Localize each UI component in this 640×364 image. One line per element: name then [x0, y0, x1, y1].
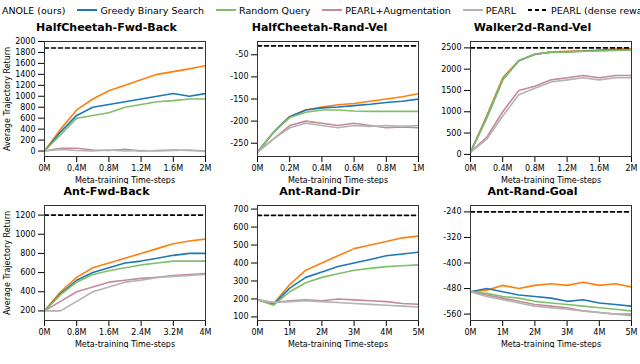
svg-text:1500: 1500: [441, 86, 461, 95]
svg-text:300: 300: [233, 277, 248, 286]
svg-text:-200: -200: [230, 117, 248, 126]
svg-text:0.8M: 0.8M: [99, 164, 119, 173]
svg-text:200: 200: [233, 294, 248, 303]
svg-text:-240: -240: [443, 207, 461, 216]
svg-text:-320: -320: [443, 233, 461, 242]
svg-text:800: 800: [20, 103, 35, 112]
svg-text:400: 400: [20, 287, 35, 296]
svg-text:-480: -480: [443, 284, 461, 293]
svg-text:0.6M: 0.6M: [344, 164, 364, 173]
html-text:HalfCheetah-Fwd-Back: HalfCheetah-Fwd-Back: [36, 21, 177, 34]
svg-text:Meta-training Time-steps: Meta-training Time-steps: [288, 176, 388, 185]
html-text:Ant-Rand-Goal: Ant-Rand-Goal: [487, 185, 578, 198]
svg-text:0: 0: [30, 147, 35, 156]
svg-text:2000: 2000: [15, 37, 35, 46]
svg-text:1200: 1200: [15, 211, 35, 220]
svg-text:-100: -100: [230, 72, 248, 81]
svg-text:0: 0: [456, 150, 461, 159]
svg-text:500: 500: [446, 129, 461, 138]
html-text:ANOLE (ours): ANOLE (ours): [2, 4, 66, 16]
svg-text:4M: 4M: [380, 328, 392, 337]
svg-text:1M: 1M: [284, 328, 296, 337]
svg-text:-150: -150: [230, 95, 248, 104]
svg-text:2M: 2M: [316, 328, 328, 337]
svg-text:Average Trajectory Return: Average Trajectory Return: [3, 211, 12, 315]
svg-text:600: 600: [20, 268, 35, 277]
svg-text:0.4M: 0.4M: [67, 164, 87, 173]
svg-text:400: 400: [233, 259, 248, 268]
svg-text:Meta-training Time-steps: Meta-training Time-steps: [288, 340, 388, 349]
html-text:PEARL+Augmentation: PEARL+Augmentation: [345, 4, 451, 16]
svg-text:Meta-training Time-steps: Meta-training Time-steps: [501, 340, 601, 349]
svg-text:0.4M: 0.4M: [493, 164, 513, 173]
svg-text:1000: 1000: [441, 107, 461, 116]
svg-text:1.6M: 1.6M: [163, 164, 183, 173]
svg-text:1M: 1M: [497, 328, 509, 337]
svg-text:0.8M: 0.8M: [67, 328, 87, 337]
svg-text:2.4M: 2.4M: [131, 328, 151, 337]
svg-text:Meta-training Time-steps: Meta-training Time-steps: [75, 340, 175, 349]
svg-text:1.2M: 1.2M: [557, 164, 577, 173]
svg-text:1M: 1M: [413, 164, 425, 173]
svg-text:1000: 1000: [15, 92, 35, 101]
svg-text:Meta-training Time-steps: Meta-training Time-steps: [75, 176, 175, 185]
svg-text:1000: 1000: [15, 230, 35, 239]
svg-text:5M: 5M: [626, 328, 638, 337]
svg-text:-560: -560: [443, 310, 461, 319]
svg-text:600: 600: [233, 223, 248, 232]
svg-text:0.4M: 0.4M: [312, 164, 332, 173]
svg-text:-400: -400: [443, 259, 461, 268]
svg-text:3M: 3M: [561, 328, 573, 337]
svg-text:0M: 0M: [252, 328, 264, 337]
svg-text:1400: 1400: [15, 70, 35, 79]
svg-text:4M: 4M: [593, 328, 605, 337]
svg-text:0.8M: 0.8M: [376, 164, 396, 173]
svg-text:2500: 2500: [441, 43, 461, 52]
svg-text:100: 100: [233, 312, 248, 321]
svg-text:-250: -250: [230, 139, 248, 148]
svg-text:1200: 1200: [15, 81, 35, 90]
svg-text:0M: 0M: [252, 164, 264, 173]
svg-text:0M: 0M: [465, 328, 477, 337]
html-text:HalfCheetah-Rand-Vel: HalfCheetah-Rand-Vel: [251, 21, 388, 34]
svg-text:1600: 1600: [15, 59, 35, 68]
svg-text:200: 200: [20, 136, 35, 145]
svg-text:1.6M: 1.6M: [99, 328, 119, 337]
svg-text:200: 200: [20, 306, 35, 315]
svg-text:2M: 2M: [529, 328, 541, 337]
svg-text:2M: 2M: [200, 164, 212, 173]
svg-text:400: 400: [20, 125, 35, 134]
svg-text:3.2M: 3.2M: [163, 328, 183, 337]
html-text:Ant-Fwd-Back: Ant-Fwd-Back: [63, 185, 150, 198]
svg-text:1.6M: 1.6M: [589, 164, 609, 173]
html-text:Random Query: Random Query: [239, 4, 311, 16]
svg-text:0M: 0M: [39, 328, 51, 337]
svg-text:3M: 3M: [348, 328, 360, 337]
svg-text:1800: 1800: [15, 48, 35, 57]
svg-text:700: 700: [233, 205, 248, 214]
svg-text:2M: 2M: [626, 164, 638, 173]
html-text:Ant-Rand-Dir: Ant-Rand-Dir: [279, 185, 360, 198]
svg-text:1.2M: 1.2M: [131, 164, 151, 173]
svg-text:5M: 5M: [413, 328, 425, 337]
svg-text:500: 500: [233, 241, 248, 250]
svg-text:0M: 0M: [465, 164, 477, 173]
svg-text:4M: 4M: [200, 328, 212, 337]
html-text:Greedy Binary Search: Greedy Binary Search: [100, 4, 205, 16]
svg-text:600: 600: [20, 114, 35, 123]
svg-text:2000: 2000: [441, 65, 461, 74]
svg-text:Average Trajectory Return: Average Trajectory Return: [3, 47, 12, 151]
html-text:PEARL: PEARL: [485, 4, 516, 16]
svg-text:800: 800: [20, 249, 35, 258]
svg-text:0.8M: 0.8M: [525, 164, 545, 173]
svg-text:-50: -50: [235, 50, 248, 59]
html-text:Walker2d-Rand-Vel: Walker2d-Rand-Vel: [473, 21, 592, 34]
svg-text:0.2M: 0.2M: [280, 164, 300, 173]
svg-text:0M: 0M: [39, 164, 51, 173]
svg-text:Meta-training Time-steps: Meta-training Time-steps: [501, 176, 601, 185]
